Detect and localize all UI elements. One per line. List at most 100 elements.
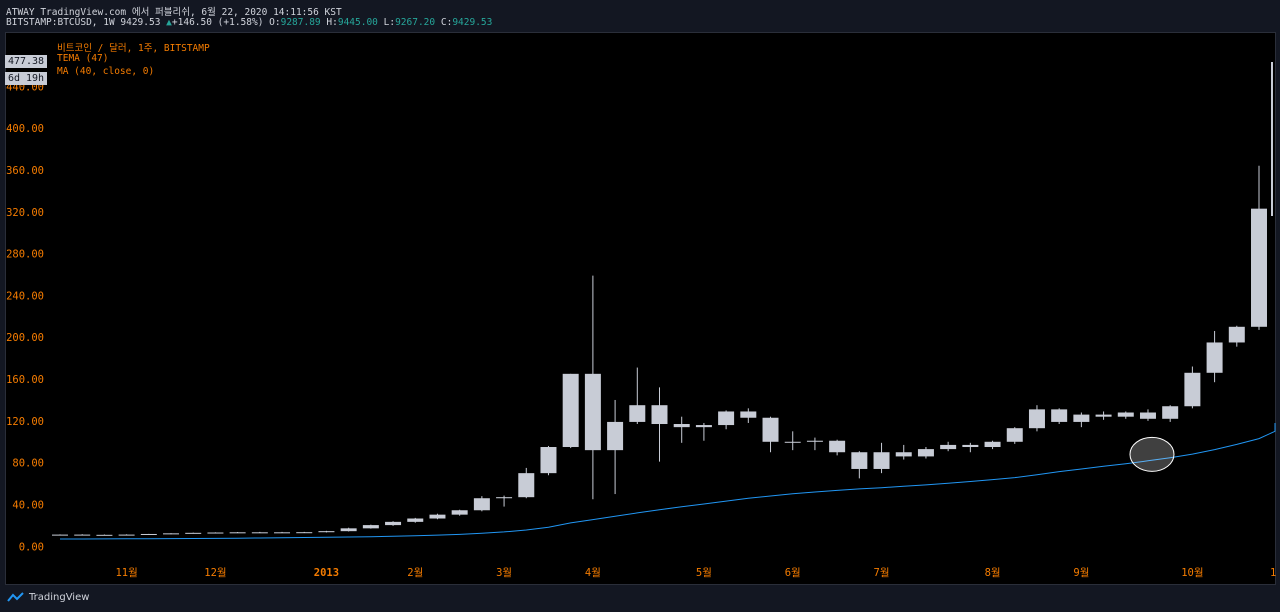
candle-body xyxy=(1073,414,1090,422)
candle-body xyxy=(251,532,268,534)
x-tick-label: 12월 xyxy=(204,567,226,579)
annotation-circle xyxy=(1129,436,1175,472)
candle-body xyxy=(1006,428,1023,442)
x-tick-label: 6월 xyxy=(785,567,801,579)
candle-body xyxy=(96,534,113,536)
tradingview-logo-icon xyxy=(7,592,24,602)
publish-info-text: ATWAY TradingView.com 에서 퍼블리쉬, 6월 22, 20… xyxy=(6,7,342,18)
low-value: 9267.20 xyxy=(395,17,436,28)
open-value: 9287.89 xyxy=(280,17,321,28)
price-scale-marker xyxy=(1271,62,1273,216)
y-tick-label: 80.00 xyxy=(12,458,44,470)
candlestick-chart[interactable]: 0.00 40.00 80.00 120.00 160.00 200.00 240.00 28… xyxy=(5,32,1276,585)
y-tick-label: 200.00 xyxy=(6,332,44,344)
y-tick-label: 320.00 xyxy=(6,207,44,219)
candle-body xyxy=(1162,406,1179,419)
high-label: H: xyxy=(326,17,338,28)
candle-body xyxy=(1251,208,1267,327)
x-tick-label: 5월 xyxy=(696,567,712,579)
candle-body xyxy=(496,497,513,499)
y-tick-label: 160.00 xyxy=(6,374,44,386)
candle-body xyxy=(473,498,490,511)
candle-body xyxy=(163,533,180,535)
legend-tema[interactable]: TEMA (47) xyxy=(57,53,109,64)
x-tick-label: 11월 xyxy=(115,567,137,579)
candle-body xyxy=(429,514,446,519)
candle-body xyxy=(984,441,1001,448)
symbol-info: BITSTAMP:BTCUSD, 1W 9429.53 ▲+146.50 (+1… xyxy=(6,17,492,28)
x-tick-label: 2월 xyxy=(407,567,423,579)
candle-body xyxy=(296,532,313,534)
up-triangle-icon: ▲ xyxy=(166,17,172,28)
chart-pane[interactable] xyxy=(5,32,1276,585)
candle-body xyxy=(385,521,402,526)
high-value: 9445.00 xyxy=(337,17,378,28)
candle-body xyxy=(1184,372,1201,407)
y-tick-label: 0.00 xyxy=(19,541,44,553)
candle-body xyxy=(851,452,868,469)
price-change: +146.50 (+1.58%) xyxy=(171,17,264,28)
candle-body xyxy=(629,405,646,422)
y-tick-label: 240.00 xyxy=(6,290,44,302)
candle-body xyxy=(1117,412,1134,417)
candle-body xyxy=(829,440,846,453)
candle-body xyxy=(584,373,601,451)
candle-body xyxy=(207,532,224,534)
x-tick-label: 4월 xyxy=(585,567,601,579)
close-label: C: xyxy=(440,17,453,28)
candle-body xyxy=(118,534,135,536)
x-tick-label: 2013 xyxy=(314,567,339,579)
candle-body xyxy=(340,528,357,532)
candle-body xyxy=(518,473,535,498)
candle-body xyxy=(1095,414,1112,417)
tradingview-brand[interactable]: TradingView xyxy=(7,592,89,603)
candle-body xyxy=(185,532,202,534)
candle-body xyxy=(718,411,735,426)
candle-body xyxy=(74,534,91,536)
brand-label: TradingView xyxy=(29,592,90,603)
candle-body xyxy=(873,452,890,469)
x-tick-label: 3월 xyxy=(496,567,512,579)
x-tick-label: 9월 xyxy=(1073,567,1089,579)
y-tick-label: 400.00 xyxy=(6,123,44,135)
candle-body xyxy=(540,447,557,474)
candle-body xyxy=(762,417,779,442)
last-price-badge: 477.38 xyxy=(5,55,47,68)
candle-body xyxy=(651,405,668,425)
candle-body xyxy=(940,444,957,450)
candle-body xyxy=(917,449,934,457)
candle-body xyxy=(140,533,157,535)
x-tick-label: 10월 xyxy=(1181,567,1203,579)
legend-ma[interactable]: MA (40, close, 0) xyxy=(57,66,155,77)
low-label: L: xyxy=(383,17,396,28)
candle-body xyxy=(673,424,690,428)
y-tick-label: 40.00 xyxy=(12,500,44,512)
candle-body xyxy=(695,425,712,428)
x-tick-label: 11월 xyxy=(1270,567,1276,579)
ma-line xyxy=(60,423,1276,540)
candle-body xyxy=(562,373,579,448)
y-tick-label: 280.00 xyxy=(6,249,44,261)
legend-title: 비트코인 / 달러, 1주, BITSTAMP xyxy=(57,43,210,54)
candle-body xyxy=(1228,326,1245,343)
candle-body xyxy=(1028,409,1045,429)
open-label: O: xyxy=(269,17,281,28)
candle-body xyxy=(229,532,246,534)
candle-body xyxy=(52,534,68,536)
publish-info: ATWAY TradingView.com 에서 퍼블리쉬, 6월 22, 20… xyxy=(6,4,342,18)
candle-body xyxy=(451,510,468,515)
y-tick-label: 360.00 xyxy=(6,165,44,177)
candle-body xyxy=(362,525,379,529)
candle-body xyxy=(740,411,757,418)
footer-bar xyxy=(0,586,1280,612)
x-tick-label: 7월 xyxy=(874,567,890,579)
close-value: 9429.53 xyxy=(452,17,493,28)
candle-body xyxy=(318,531,335,533)
candle-body xyxy=(1051,409,1068,422)
y-tick-label: 120.00 xyxy=(6,416,44,428)
candle-body xyxy=(607,421,624,451)
symbol-label: BITSTAMP:BTCUSD, 1W 9429.53 xyxy=(6,17,161,28)
candle-body xyxy=(407,518,424,522)
candle-body xyxy=(962,444,979,448)
candle-body xyxy=(1206,342,1223,373)
